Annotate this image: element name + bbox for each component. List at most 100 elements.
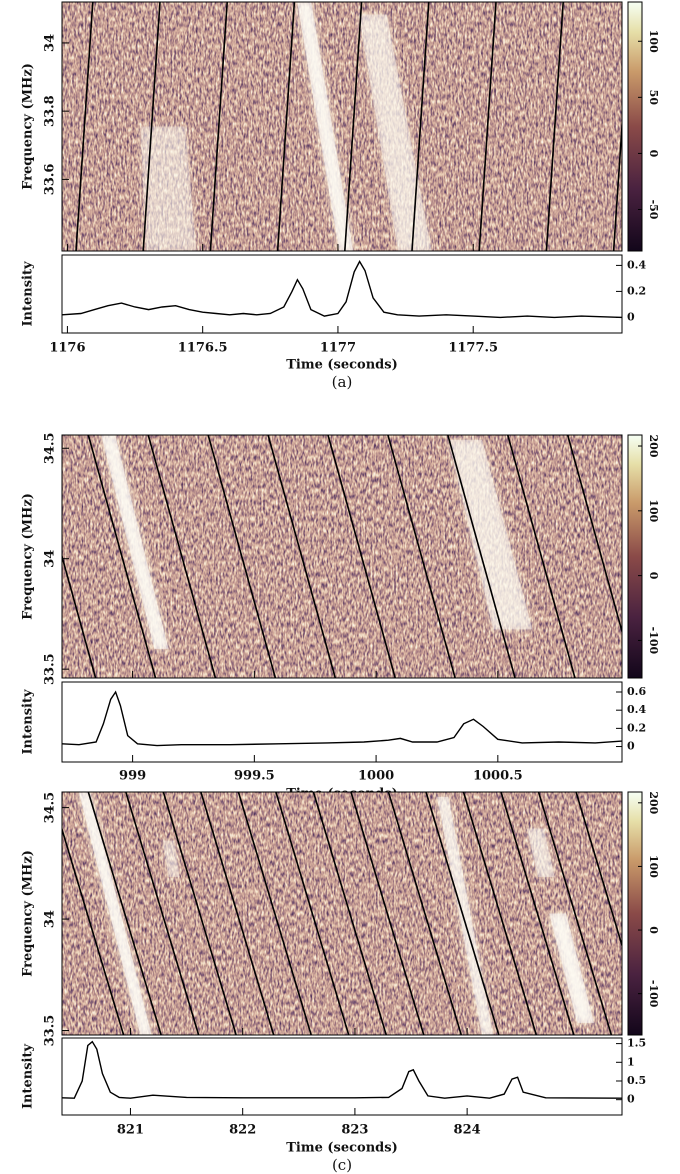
freq-tick-label: 34.5	[43, 792, 58, 824]
dispersion-line	[209, 2, 228, 251]
freq-tick-label: 34	[43, 34, 58, 52]
colorbar-tick-label: -100	[647, 980, 660, 1008]
pulse-core	[101, 435, 169, 649]
dispersion-line	[200, 792, 275, 1035]
colorbar-tick-label: 200	[647, 435, 660, 458]
time-tick-label: 821	[117, 1123, 144, 1138]
intensity-frame	[61, 681, 623, 763]
dispersion-line	[478, 2, 497, 251]
spectrogram	[62, 2, 622, 251]
time-tick-label: 999	[119, 769, 146, 784]
dispersion-line	[545, 2, 564, 251]
dispersion-line	[62, 553, 97, 678]
colorbar-tick-label: 0	[647, 150, 660, 158]
panel-caption: (c)	[332, 1156, 352, 1174]
time-tick-label: 1176	[49, 341, 85, 356]
intensity-tick-label: 0.4	[627, 258, 646, 271]
colorbar-tick-label: 0	[647, 572, 660, 580]
time-tick-label: 1000.5	[473, 769, 523, 784]
intensity-frame	[61, 1037, 623, 1116]
pulse-core	[358, 14, 432, 251]
dispersion-line	[506, 435, 576, 678]
pulse-band	[437, 796, 494, 1035]
dispersion-line	[275, 792, 350, 1035]
dispersion-line	[312, 792, 388, 1035]
dispersion-line	[276, 2, 296, 251]
colorbar-tick-label: 100	[647, 855, 660, 878]
dispersion-line	[87, 792, 162, 1035]
dispersion-line	[142, 2, 161, 251]
dispersion-line	[75, 2, 94, 251]
colorbar-tick-label: 0	[647, 926, 660, 934]
pulse-band	[140, 126, 197, 251]
intensity-line	[61, 690, 623, 747]
time-tick-label: 823	[341, 1123, 368, 1138]
dispersion-line	[575, 792, 622, 949]
time-tick-label: 824	[454, 1123, 481, 1138]
dispersion-line	[62, 826, 125, 1035]
pulse-core	[437, 796, 494, 1035]
intensity-tick-label: 0.6	[627, 685, 646, 698]
intensity-tick-label: 1	[627, 1055, 635, 1068]
intensity-tick-label: 0.2	[627, 721, 646, 734]
pulse-core	[526, 828, 555, 878]
pulse-core	[549, 913, 594, 1023]
dispersion-line	[566, 435, 622, 635]
spectrogram-frame	[61, 434, 623, 679]
freq-axis-label: Frequency (MHz)	[21, 63, 36, 190]
pulse-band	[526, 828, 555, 878]
intensity-tick-label: 0.2	[627, 284, 646, 297]
panel-caption: (a)	[332, 373, 353, 391]
dispersion-line	[267, 435, 337, 678]
freq-tick-label: 33.6	[43, 164, 58, 196]
dispersion-line	[500, 792, 575, 1035]
spectrogram-frame	[61, 1, 623, 252]
intensity-frame	[61, 254, 623, 334]
time-axis-label: Time (seconds)	[286, 358, 398, 373]
pulse-core	[140, 126, 197, 251]
time-tick-label: 1000	[358, 769, 394, 784]
dispersion-line	[237, 792, 312, 1035]
pulse-band	[162, 840, 180, 878]
dispersion-line	[387, 435, 456, 678]
colorbar-tick-label: 100	[647, 30, 660, 53]
freq-tick-label: 33.5	[43, 1015, 58, 1047]
intensity-line	[61, 1040, 623, 1099]
spectrogram	[62, 435, 622, 678]
pulse-band	[358, 14, 432, 251]
freq-tick-label: 33.5	[43, 653, 58, 685]
intensity-tick-label: 0.5	[627, 1074, 646, 1087]
dispersion-line	[162, 792, 237, 1035]
colorbar-tick-label: -50	[647, 200, 660, 220]
colorbar-tick-label: 200	[647, 791, 660, 814]
intensity-axis-label: Intensity	[21, 1044, 36, 1110]
pulse-core	[448, 439, 533, 630]
dispersion-line	[447, 435, 516, 678]
dispersion-line	[387, 792, 463, 1035]
intensity-tick-label: 0	[627, 740, 635, 753]
freq-tick-label: 33.8	[43, 95, 58, 127]
intensity-axis-label: Intensity	[21, 261, 36, 327]
colorbar	[627, 1, 643, 252]
time-tick-label: 999.5	[234, 769, 275, 784]
intensity-tick-label: 0	[627, 1093, 635, 1106]
freq-tick-label: 34	[43, 910, 58, 928]
dispersion-line	[147, 435, 217, 678]
freq-tick-label: 34	[43, 550, 58, 568]
intensity-line	[61, 260, 623, 319]
dispersion-line	[327, 435, 396, 678]
time-tick-label: 1177	[320, 341, 356, 356]
time-tick-label: 1177.5	[448, 341, 498, 356]
dispersion-line	[350, 792, 425, 1035]
dispersion-line	[207, 435, 277, 678]
intensity-tick-label: 1.5	[627, 1037, 646, 1050]
dispersion-line	[344, 2, 363, 251]
freq-tick-label: 34.5	[43, 432, 58, 464]
intensity-axis-label: Intensity	[21, 689, 36, 755]
dispersion-line	[411, 2, 430, 251]
pulse-core	[78, 792, 152, 1035]
pulse-band	[448, 439, 533, 630]
time-axis-label: Time (seconds)	[286, 1141, 398, 1156]
colorbar	[627, 791, 643, 1036]
